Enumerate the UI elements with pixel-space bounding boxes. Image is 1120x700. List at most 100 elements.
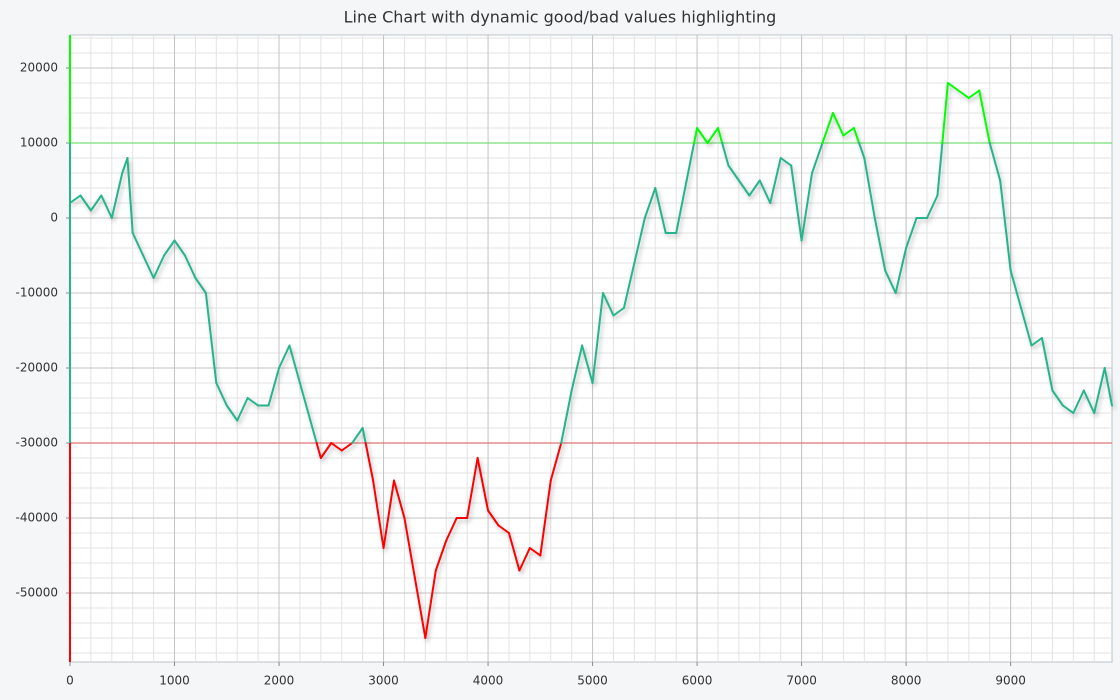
y-tick-label: -50000 [15,586,58,600]
series [69,82,1113,639]
line-segment [748,179,761,197]
line-segment [126,157,134,234]
line-segment [392,479,406,519]
line-segment [518,547,531,572]
line-segment [926,194,939,219]
line-segment [873,217,887,272]
line-segment [487,509,500,527]
line-segment [800,172,814,242]
line-segment [351,427,364,444]
line-segment [758,179,772,204]
y-tick-label: -20000 [15,361,58,375]
line-segment [361,427,367,444]
line-segment [204,292,218,384]
line-segment [811,142,824,174]
x-tick-label: 4000 [473,674,504,688]
line-segment [225,404,239,422]
line-segment [528,547,542,557]
line-segment [183,254,197,279]
x-tick-label: 6000 [682,674,713,688]
line-segment [466,457,479,519]
y-tick-label: 0 [50,211,58,225]
line-segment [382,479,395,549]
line-segment [1082,389,1096,414]
line-segment [340,442,354,452]
x-tick-label: 7000 [786,674,817,688]
line-segment [278,344,291,369]
line-segment [581,344,594,384]
line-segment [936,142,944,197]
line-segment [319,442,333,459]
line-segment [685,142,696,182]
line-segment [507,532,521,572]
line-segment [215,382,228,407]
line-segment [89,194,103,212]
line-segment [1040,337,1054,392]
line-segment [315,442,322,459]
line-segment [821,112,834,144]
line-segment [79,194,92,212]
line-segment [1051,389,1064,407]
line-segment [298,382,312,422]
line-segment [194,277,207,294]
line-segment [654,187,667,234]
line-segment [246,397,260,407]
plot-area [69,34,1113,663]
x-tick-label: 0 [66,674,74,688]
line-segment [941,82,949,144]
line-segment [957,89,970,99]
line-segment [946,82,960,92]
line-segment [288,344,301,384]
y-tick-label: -10000 [15,286,58,300]
line-segment [591,292,605,384]
x-tick-label: 2000 [264,674,295,688]
line-segment [330,442,343,452]
line-segment [110,172,124,219]
line-segment [1009,269,1023,309]
line-segment [602,292,615,317]
line-segment [497,524,510,534]
line-segment [852,127,861,144]
line-segment [152,254,166,279]
line-segment [121,157,129,174]
line-segment [570,344,584,392]
line-segment [163,239,176,257]
grid [69,35,1112,662]
line-segment [894,247,908,294]
line-segment [403,517,416,579]
line-segment [1072,389,1085,414]
line-segment [309,419,318,444]
line-segment [173,239,186,257]
line-segment [633,217,646,264]
line-segment [696,127,709,144]
line-segment [539,479,552,557]
line-segment [236,397,249,422]
line-segment [1020,307,1033,347]
line-segment [1030,337,1043,347]
line-segment [863,157,876,219]
line-segment [1103,367,1113,407]
line-segment [831,112,845,137]
line-segment [790,164,803,242]
line-segment [1061,404,1075,414]
y-tick-label: 10000 [20,136,58,150]
line-segment [131,232,145,257]
line-segment [560,389,573,444]
line-segment [999,179,1012,272]
y-tick-label: 20000 [20,61,58,75]
line-segment [424,569,437,639]
line-segment [978,89,991,144]
line-segment [769,157,782,204]
line-segment [905,217,918,249]
line-segment [693,127,699,144]
line-segment [549,442,563,482]
line-segment [716,127,724,144]
chart-title: Line Chart with dynamic good/bad values … [344,8,777,27]
x-tick-label: 3000 [368,674,399,688]
line-segment [727,164,740,182]
line-segment [779,157,793,167]
line-segment [967,89,981,99]
line-segment [988,142,1002,182]
line-segment [643,187,657,219]
